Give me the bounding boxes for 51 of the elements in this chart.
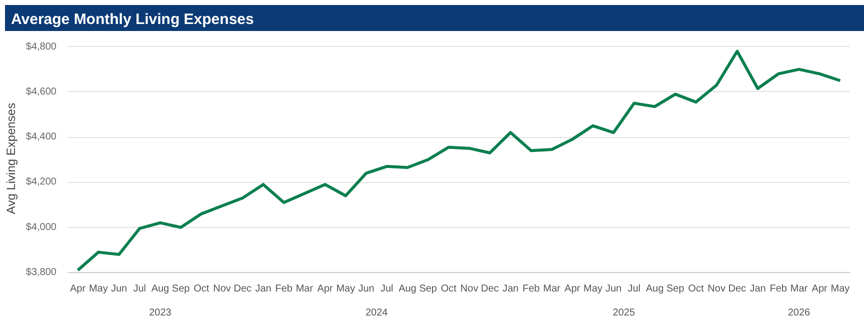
x-tick-label: Jul <box>380 284 394 294</box>
x-tick-label: May <box>830 284 850 294</box>
y-tick-label: $4,800 <box>26 41 57 52</box>
x-tick-label: Nov <box>708 284 726 294</box>
x-tick-label: Sep <box>419 284 438 294</box>
x-tick-label: Mar <box>790 284 808 294</box>
x-tick-label: Nov <box>213 284 231 294</box>
x-tick-label: Aug <box>151 284 170 294</box>
y-tick-label: $4,200 <box>26 176 57 188</box>
y-tick-label: $4,400 <box>26 132 57 143</box>
x-tick-label: Jul <box>133 284 146 294</box>
line-series <box>76 50 842 272</box>
y-tick-label: $3,800 <box>26 267 57 278</box>
x-tick-label: Apr <box>317 284 334 294</box>
text: 2023 <box>149 308 172 317</box>
x-tick-label: Oct <box>194 284 210 294</box>
x-tick-label: Feb <box>522 284 540 294</box>
y-tick-label: $4,600 <box>26 86 57 98</box>
x-tick-label: Mar <box>296 284 314 294</box>
text: 2026 <box>788 308 811 317</box>
y-tick-label: $4,000 <box>26 222 57 233</box>
x-tick-label: May <box>88 284 108 294</box>
x-tick-label: Mar <box>543 284 562 294</box>
x-tick-label: Aug <box>646 284 664 294</box>
x-tick-label: Dec <box>481 284 499 294</box>
x-tick-label: Oct <box>440 284 457 294</box>
text: 2024 <box>365 308 388 317</box>
x-tick-label: Apr <box>70 284 86 294</box>
x-tick-label: Jun <box>605 284 622 294</box>
x-tick-label: Jan <box>502 284 519 294</box>
x-tick-label: Apr <box>812 284 828 294</box>
x-tick-label: Jul <box>628 284 641 294</box>
x-tick-label: Dec <box>728 284 746 294</box>
x-tick-label: Feb <box>770 284 788 294</box>
x-tick-label: Sep <box>666 284 685 294</box>
x-tick-label: Apr <box>564 284 581 294</box>
x-tick-label: Aug <box>398 284 416 294</box>
x-tick-label: Nov <box>460 284 478 294</box>
x-tick-label: Jun <box>358 284 374 294</box>
x-tick-label: May <box>583 284 602 294</box>
text: 2025 <box>612 308 636 317</box>
x-tick-label: Oct <box>688 284 704 294</box>
x-tick-label: Feb <box>275 284 293 294</box>
x-tick-label: Jun <box>110 284 128 294</box>
x-tick-label: Jan <box>750 284 766 294</box>
x-tick-label: Jan <box>255 284 272 294</box>
x-tick-label: Sep <box>172 284 190 294</box>
x-tick-label: May <box>336 284 356 294</box>
x-tick-label: Dec <box>234 284 252 294</box>
y-axis-title: Avg Living Expenses <box>4 102 18 214</box>
chart-title: Average Monthly Living Expenses <box>11 10 254 30</box>
